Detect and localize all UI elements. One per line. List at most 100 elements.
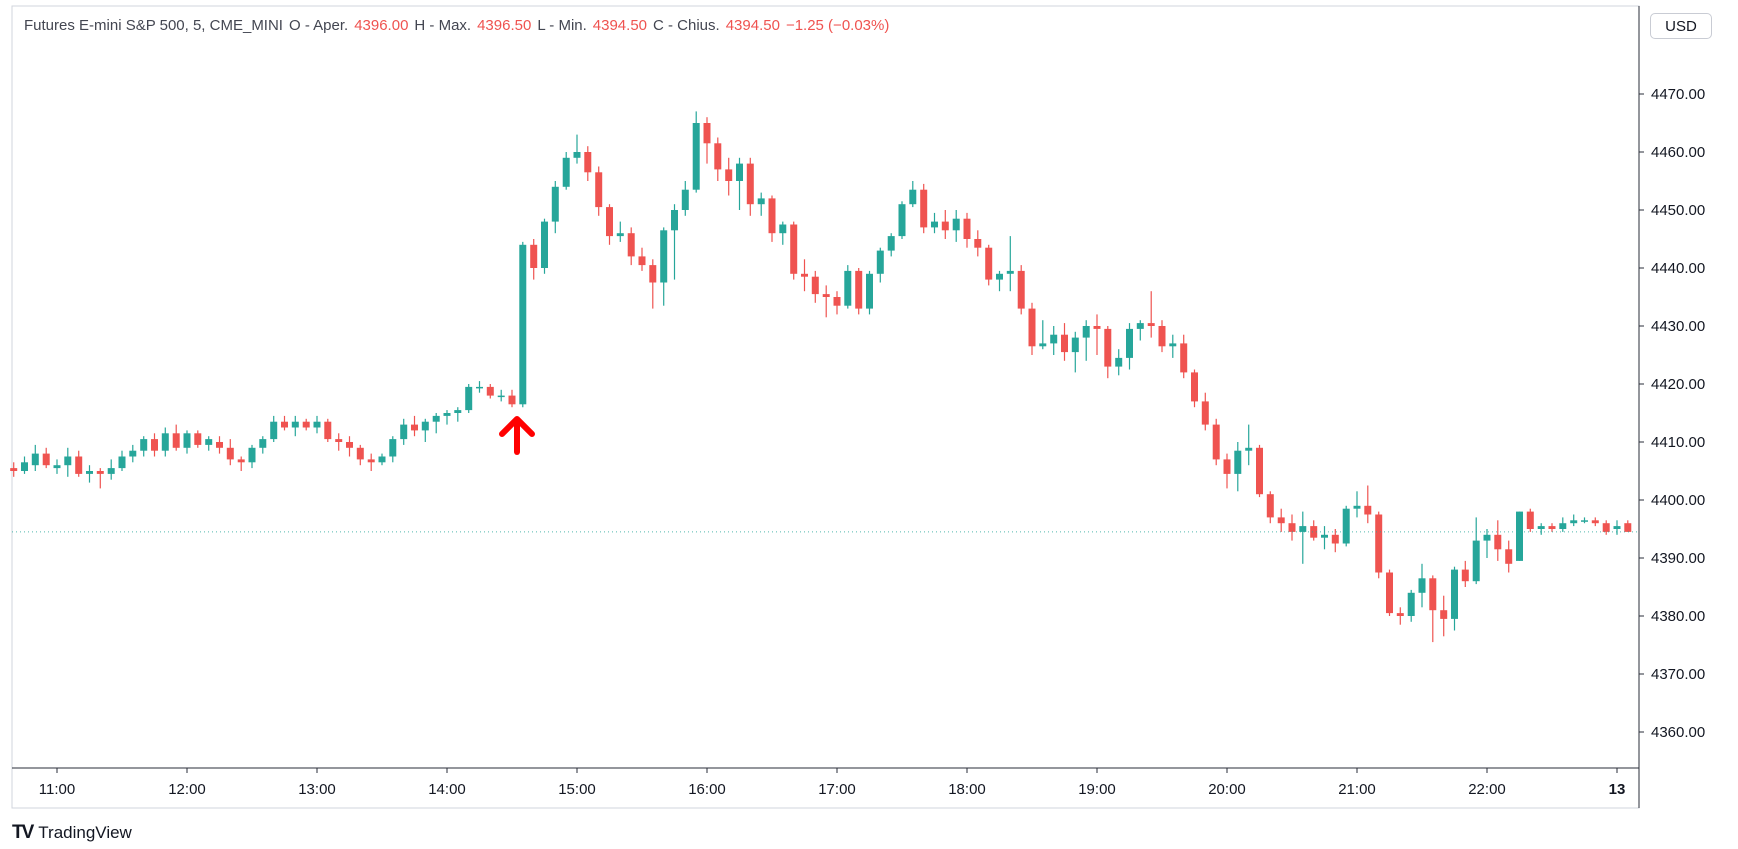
candle[interactable]	[1201, 392, 1209, 431]
candle[interactable]	[519, 241, 527, 408]
candle[interactable]	[606, 204, 613, 245]
candle[interactable]	[1440, 595, 1448, 637]
candle[interactable]	[779, 221, 787, 245]
candle[interactable]	[692, 111, 700, 193]
candle[interactable]	[1321, 526, 1328, 550]
candle[interactable]	[1375, 511, 1383, 579]
candle[interactable]	[595, 166, 603, 216]
candle[interactable]	[985, 244, 993, 286]
candle[interactable]	[530, 239, 538, 280]
candle[interactable]	[1418, 563, 1426, 608]
candle[interactable]	[898, 201, 906, 239]
candle[interactable]	[616, 221, 624, 242]
candle[interactable]	[1039, 320, 1047, 350]
candle[interactable]	[1266, 491, 1274, 524]
candle[interactable]	[1169, 334, 1177, 358]
candle[interactable]	[811, 270, 819, 303]
candle[interactable]	[1212, 418, 1220, 466]
candle[interactable]	[335, 433, 343, 451]
price-axis[interactable]: 4360.00 4370.00 4380.00 4390.00 4400.00 4410.…	[1639, 86, 1705, 741]
candle[interactable]	[129, 444, 137, 463]
candle[interactable]	[1310, 520, 1318, 541]
candle[interactable]	[389, 436, 397, 463]
candle[interactable]	[53, 459, 61, 474]
candle[interactable]	[259, 436, 267, 454]
candle[interactable]	[1028, 302, 1036, 355]
candle[interactable]	[996, 270, 1003, 292]
candle[interactable]	[237, 456, 245, 472]
candle[interactable]	[660, 227, 668, 306]
candle[interactable]	[140, 436, 148, 457]
candle[interactable]	[1180, 334, 1188, 379]
candle[interactable]	[1386, 569, 1393, 616]
time-axis[interactable]: 11:00 12:00 13:00 14:00 15:00 16:00 17:00 18:00…	[39, 768, 1626, 798]
candle[interactable]	[248, 444, 256, 469]
candle[interactable]	[1570, 514, 1578, 527]
candle[interactable]	[1277, 508, 1285, 532]
candle[interactable]	[562, 152, 570, 190]
candle[interactable]	[844, 265, 852, 309]
candle[interactable]	[1006, 236, 1014, 292]
candle[interactable]	[205, 436, 213, 451]
candle[interactable]	[941, 210, 949, 239]
candle[interactable]	[172, 424, 180, 451]
candle[interactable]	[671, 204, 678, 280]
candle[interactable]	[1461, 560, 1469, 587]
candle[interactable]	[1451, 566, 1458, 631]
candle[interactable]	[432, 413, 440, 434]
candle[interactable]	[1342, 505, 1350, 547]
candle[interactable]	[421, 418, 429, 442]
candle[interactable]	[1191, 369, 1198, 408]
candle[interactable]	[378, 453, 386, 466]
candle[interactable]	[963, 212, 971, 248]
candle[interactable]	[768, 195, 776, 242]
candle[interactable]	[1505, 540, 1513, 573]
candle[interactable]	[346, 436, 353, 457]
candle[interactable]	[42, 447, 50, 469]
candle[interactable]	[1017, 265, 1025, 315]
candle[interactable]	[1559, 517, 1567, 532]
candle[interactable]	[974, 230, 982, 257]
candle[interactable]	[1602, 520, 1610, 535]
candle[interactable]	[96, 468, 104, 489]
candle[interactable]	[465, 384, 473, 413]
candle[interactable]	[270, 415, 278, 442]
candle[interactable]	[757, 192, 765, 216]
candle[interactable]	[302, 418, 310, 431]
candle[interactable]	[1158, 320, 1166, 353]
candle[interactable]	[1472, 517, 1480, 585]
candle[interactable]	[1061, 323, 1068, 361]
candle[interactable]	[736, 157, 743, 210]
candle[interactable]	[508, 389, 516, 408]
candle[interactable]	[443, 410, 451, 425]
candle[interactable]	[226, 439, 234, 466]
candle[interactable]	[1288, 514, 1296, 541]
candle[interactable]	[876, 247, 884, 283]
candle[interactable]	[866, 270, 873, 315]
candle[interactable]	[497, 389, 505, 402]
candle[interactable]	[1407, 589, 1415, 622]
candle[interactable]	[367, 453, 375, 471]
candle[interactable]	[541, 218, 548, 274]
candle[interactable]	[1223, 453, 1231, 489]
candle[interactable]	[400, 418, 408, 445]
candle[interactable]	[627, 227, 635, 266]
candle[interactable]	[1234, 442, 1242, 492]
candle[interactable]	[118, 450, 126, 471]
tradingview-branding[interactable]: TV TradingView	[12, 822, 132, 844]
candle[interactable]	[161, 427, 169, 457]
candle[interactable]	[411, 415, 418, 437]
candle[interactable]	[1071, 331, 1079, 373]
candle[interactable]	[1147, 291, 1155, 338]
candle[interactable]	[194, 430, 202, 448]
candle[interactable]	[1256, 444, 1263, 498]
candle[interactable]	[1396, 607, 1404, 625]
candle[interactable]	[573, 134, 581, 164]
candle[interactable]	[1591, 517, 1599, 527]
candle[interactable]	[1331, 529, 1339, 553]
candle[interactable]	[64, 447, 72, 477]
candle[interactable]	[1516, 511, 1523, 561]
candle[interactable]	[551, 181, 559, 234]
candle[interactable]	[1353, 491, 1361, 518]
